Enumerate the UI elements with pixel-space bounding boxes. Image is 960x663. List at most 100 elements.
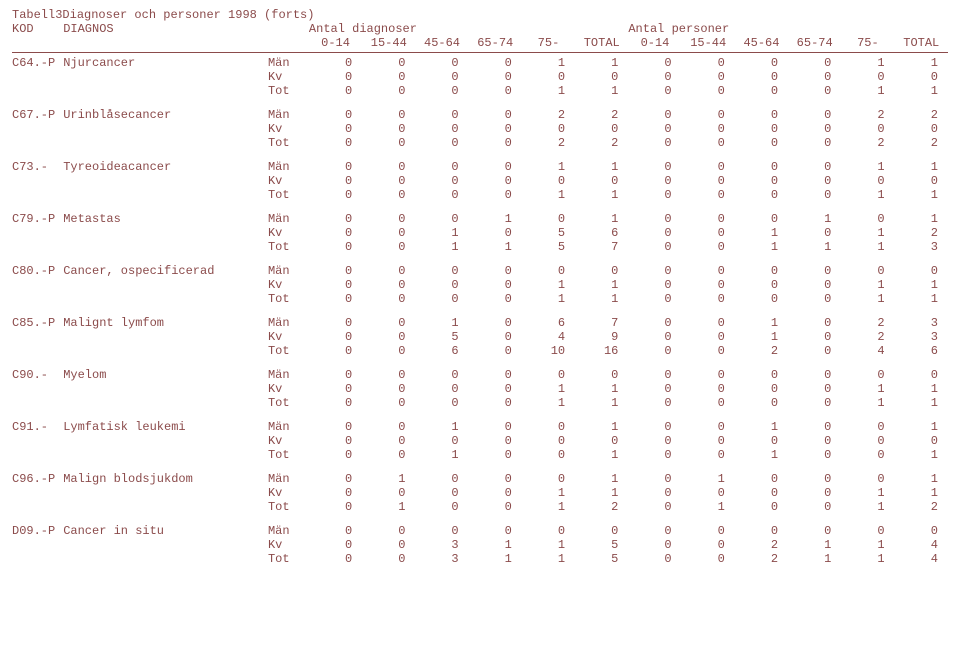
cell-diagnos	[63, 136, 268, 150]
cell-value: 0	[628, 538, 681, 552]
cell-value: 0	[841, 264, 894, 278]
cell-value: 5	[575, 538, 628, 552]
cell-value: 1	[522, 382, 575, 396]
cell-diagnos	[63, 486, 268, 500]
cell-group: Kv	[268, 122, 309, 136]
cell-value: 1	[895, 188, 948, 202]
cell-value: 1	[522, 552, 575, 566]
cell-value: 0	[788, 70, 841, 84]
cell-group: Kv	[268, 226, 309, 240]
cell-value: 0	[628, 486, 681, 500]
cell-value: 1	[522, 396, 575, 410]
cell-value: 0	[469, 344, 522, 358]
cell-value: 1	[522, 56, 575, 70]
cell-value: 0	[522, 472, 575, 486]
cell-value: 0	[788, 292, 841, 306]
cell-value: 1	[575, 160, 628, 174]
cell-value: 0	[788, 382, 841, 396]
table-row: Kv003115002114	[12, 538, 948, 552]
cell-value: 0	[682, 524, 735, 538]
cell-value: 1	[735, 226, 788, 240]
cell-value: 0	[415, 382, 468, 396]
cell-kod	[12, 84, 63, 98]
cell-diagnos	[63, 122, 268, 136]
table-row: Tot000011000011	[12, 188, 948, 202]
cell-value: 0	[522, 368, 575, 382]
cell-value: 0	[575, 524, 628, 538]
cell-value: 0	[362, 122, 415, 136]
cell-value: 0	[522, 420, 575, 434]
cell-value: 0	[362, 420, 415, 434]
cell-value: 1	[895, 56, 948, 70]
col-p-4: 75-	[841, 36, 894, 50]
cell-value: 5	[522, 240, 575, 254]
cell-value: 0	[522, 264, 575, 278]
cell-value: 0	[841, 420, 894, 434]
cell-diagnos	[63, 226, 268, 240]
cell-value: 0	[788, 56, 841, 70]
cell-value: 0	[735, 84, 788, 98]
cell-value: 0	[309, 292, 362, 306]
cell-value: 1	[895, 396, 948, 410]
cell-value: 0	[309, 434, 362, 448]
cell-group: Kv	[268, 278, 309, 292]
cell-value: 0	[735, 264, 788, 278]
cell-group: Män	[268, 56, 309, 70]
cell-kod	[12, 70, 63, 84]
table-row: C91.-Lymfatisk leukemiMän001001001001	[12, 420, 948, 434]
cell-value: 0	[735, 122, 788, 136]
cell-value: 0	[628, 70, 681, 84]
cell-value: 0	[682, 382, 735, 396]
cell-value: 2	[895, 226, 948, 240]
cell-value: 2	[895, 108, 948, 122]
cell-diagnos: Tyreoideacancer	[63, 160, 268, 174]
cell-value: 1	[469, 212, 522, 226]
cell-group: Kv	[268, 382, 309, 396]
header-row-1: KOD DIAGNOS Antal diagnoser Antal person…	[12, 22, 948, 36]
cell-value: 0	[628, 330, 681, 344]
cell-value: 1	[575, 420, 628, 434]
cell-value: 0	[309, 448, 362, 462]
col-diagnos: DIAGNOS	[63, 22, 268, 36]
cell-value: 2	[575, 108, 628, 122]
cell-group: Kv	[268, 70, 309, 84]
cell-value: 0	[682, 448, 735, 462]
cell-value: 0	[682, 316, 735, 330]
cell-value: 0	[415, 486, 468, 500]
cell-value: 4	[895, 552, 948, 566]
cell-value: 0	[735, 486, 788, 500]
cell-value: 0	[362, 316, 415, 330]
cell-kod: C64.-P	[12, 56, 63, 70]
cell-value: 1	[575, 472, 628, 486]
cell-value: 1	[841, 538, 894, 552]
cell-value: 1	[682, 472, 735, 486]
cell-value: 0	[682, 56, 735, 70]
cell-value: 0	[682, 368, 735, 382]
cell-value: 0	[682, 240, 735, 254]
cell-value: 1	[415, 240, 468, 254]
cell-diagnos	[63, 434, 268, 448]
cell-value: 0	[628, 552, 681, 566]
cell-value: 0	[895, 174, 948, 188]
cell-value: 0	[575, 122, 628, 136]
cell-value: 1	[895, 472, 948, 486]
cell-group: Kv	[268, 330, 309, 344]
cell-value: 3	[415, 538, 468, 552]
cell-value: 1	[735, 330, 788, 344]
cell-group: Män	[268, 368, 309, 382]
cell-value: 0	[362, 136, 415, 150]
cell-value: 0	[575, 70, 628, 84]
row-gap	[12, 202, 948, 212]
header-row-2: 0-14 15-44 45-64 65-74 75- TOTAL 0-14 15…	[12, 36, 948, 50]
cell-value: 0	[362, 174, 415, 188]
cell-value: 0	[788, 368, 841, 382]
cell-group: Kv	[268, 538, 309, 552]
cell-value: 1	[522, 486, 575, 500]
cell-value: 1	[522, 84, 575, 98]
cell-value: 6	[522, 316, 575, 330]
row-gap	[12, 410, 948, 420]
cell-value: 1	[522, 188, 575, 202]
cell-diagnos	[63, 330, 268, 344]
cell-group: Tot	[268, 344, 309, 358]
col-kod: KOD	[12, 22, 63, 36]
